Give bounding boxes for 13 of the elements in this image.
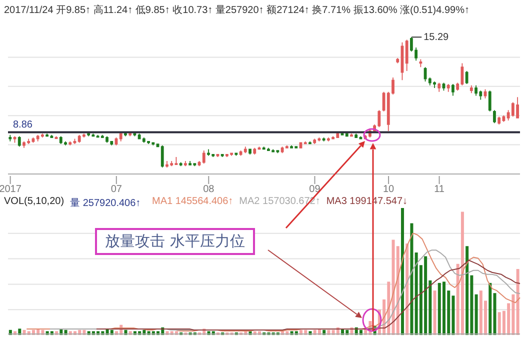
x-tick-label: 07 [110, 184, 122, 195]
annotation: 8.86 [13, 119, 33, 130]
x-tick-label: 2017 [0, 184, 22, 195]
x-tick-label: 09 [309, 184, 321, 195]
chart-title: 2017/11/24 开9.85↑ 高11.24↑ 低9.85↑ 收10.73↑ 量257920↑ 额27124↑ 换7.71% 振13.60% 涨(0.51)4.99%↑ [4, 4, 470, 17]
x-tick-label: 08 [203, 184, 215, 195]
annotation: 放量攻击 水平压力位 [95, 228, 255, 255]
chart-subtitle: 量 257920.406↑ [70, 197, 141, 210]
annotation: 15.29 [424, 32, 450, 44]
chart-title: VOL(5,10,20) [4, 196, 64, 209]
x-tick-label: 10 [382, 184, 395, 195]
x-tick-label: 11 [434, 184, 445, 195]
text: MA1 145564.406↑ [152, 196, 234, 207]
